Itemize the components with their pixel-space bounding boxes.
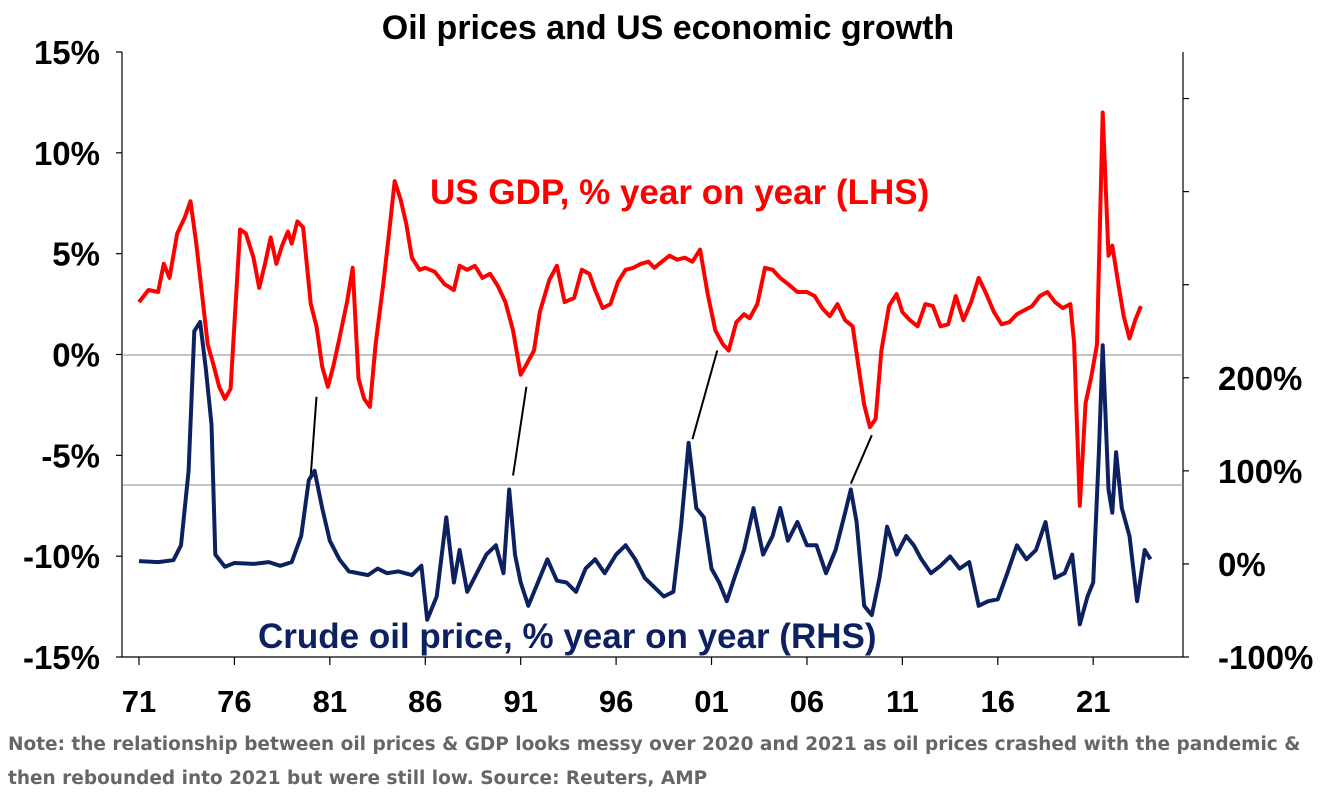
x-tick-label: 76 [217, 684, 251, 719]
gdp-series-label: US GDP, % year on year (LHS) [430, 173, 929, 212]
y-left-tick-label: -15% [23, 639, 100, 676]
connector-line [512, 386, 528, 476]
x-tick-label: 81 [313, 684, 347, 719]
y-right-tick-label: 100% [1218, 453, 1302, 490]
x-tick-label: 91 [503, 684, 537, 719]
x-tick-label: 16 [981, 684, 1015, 719]
chart: Oil prices and US economic growth 15% 10%… [23, 9, 1313, 719]
y-left-tick-label: 10% [34, 135, 100, 172]
y-left-tick-label: 0% [52, 337, 100, 374]
x-tick-label: 71 [122, 684, 156, 719]
x-ticks: 71 76 81 86 91 96 01 06 11 16 21 [122, 657, 1110, 719]
y-left-tick-label: 5% [52, 236, 100, 273]
connector-line [309, 396, 318, 476]
x-tick-label: 86 [408, 684, 442, 719]
chart-title: Oil prices and US economic growth [382, 9, 954, 47]
y-right-tick-label: 200% [1218, 360, 1302, 397]
footnote: Note: the relationship between oil price… [8, 734, 1301, 789]
y-left-tick-label: 15% [34, 34, 100, 71]
connector-line [849, 434, 873, 484]
connector-lines [309, 350, 873, 484]
oil-series-line [138, 319, 1153, 627]
y-left-ticks: 15% 10% 5% 0% -5% -10% -15% [23, 34, 122, 676]
gdp-series-line [137, 110, 1143, 508]
x-tick-label: 96 [599, 684, 633, 719]
x-tick-label: 06 [790, 684, 824, 719]
oil-series-label: Crude oil price, % year on year (RHS) [258, 617, 877, 656]
x-tick-label: 01 [694, 684, 728, 719]
connector-line [691, 350, 719, 440]
y-right-tick-label: 0% [1218, 546, 1266, 583]
y-right-tick-label: -100% [1218, 639, 1313, 676]
x-tick-label: 21 [1076, 684, 1110, 719]
x-tick-label: 11 [886, 684, 919, 719]
y-right-ticks: 200% 100% 0% -100% [1183, 97, 1313, 676]
y-left-tick-label: -5% [41, 437, 100, 474]
y-left-tick-label: -10% [23, 538, 100, 575]
